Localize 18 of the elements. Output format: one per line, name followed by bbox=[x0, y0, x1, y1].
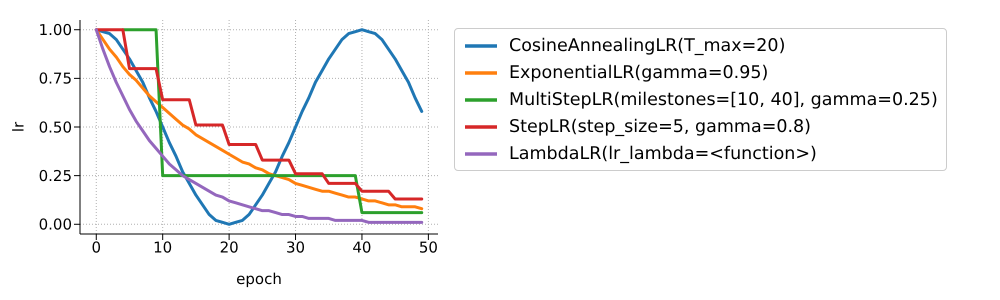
legend-label: LambdaLR(lr_lambda=<function>) bbox=[509, 144, 817, 164]
x-tick-label: 40 bbox=[352, 238, 372, 257]
x-tick-label: 0 bbox=[92, 238, 102, 257]
legend-label: CosineAnnealingLR(T_max=20) bbox=[509, 36, 786, 56]
legend-label: StepLR(step_size=5, gamma=0.8) bbox=[509, 116, 812, 136]
x-tick-label: 30 bbox=[286, 238, 306, 257]
legend-label: ExponentialLR(gamma=0.95) bbox=[509, 62, 768, 82]
x-tick-label: 50 bbox=[418, 238, 438, 257]
y-tick-label: 1.00 bbox=[38, 21, 72, 40]
legend-label: MultiStepLR(milestones=[10, 40], gamma=0.25) bbox=[509, 90, 938, 110]
y-axis-title: lr bbox=[9, 121, 28, 132]
x-tick-label: 20 bbox=[220, 238, 239, 257]
x-axis-title: epoch bbox=[236, 270, 282, 288]
x-tick-label: 10 bbox=[153, 238, 172, 257]
y-tick-label: 0.00 bbox=[38, 216, 72, 234]
y-tick-label: 0.50 bbox=[38, 118, 72, 136]
y-tick-label: 0.25 bbox=[38, 166, 72, 185]
y-tick-label: 0.75 bbox=[38, 70, 72, 88]
